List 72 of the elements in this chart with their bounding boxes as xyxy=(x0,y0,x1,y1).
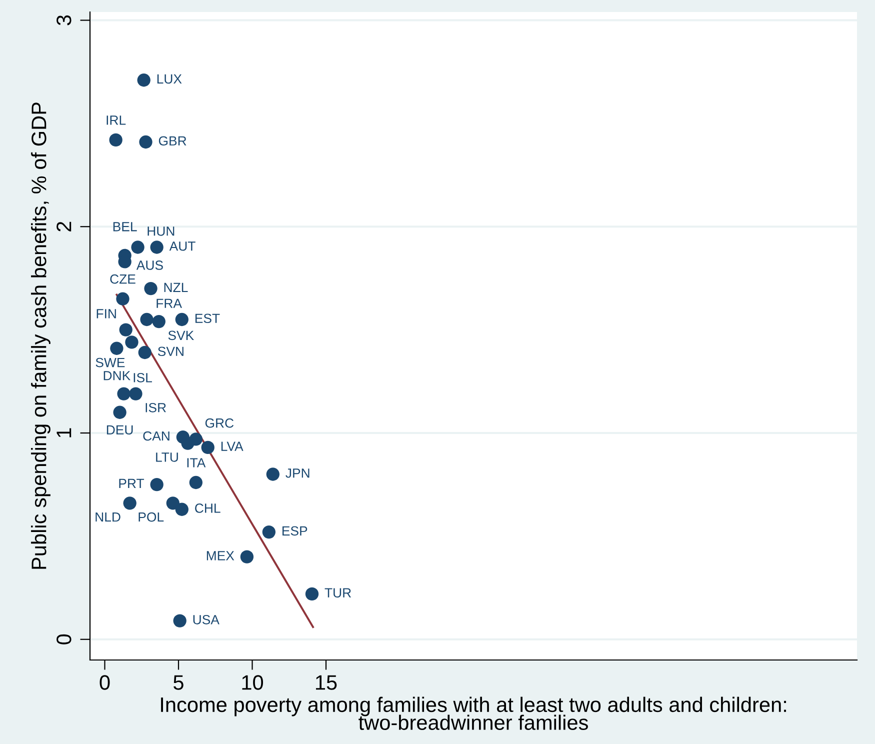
y-tick-label: 2 xyxy=(56,222,72,232)
data-label: MEX xyxy=(206,551,234,560)
data-label: FIN xyxy=(96,309,116,318)
data-label: LUX xyxy=(157,74,182,84)
point xyxy=(262,525,276,539)
point xyxy=(175,502,188,516)
point xyxy=(305,587,319,601)
data-label: SVK xyxy=(168,330,194,340)
point xyxy=(166,496,180,510)
data-label: JPN xyxy=(286,468,310,478)
y-axis-title: Public spending on family cash benefits, % of GDP xyxy=(31,102,50,569)
point xyxy=(131,240,144,254)
point xyxy=(266,468,280,481)
data-label: SVN xyxy=(158,346,184,356)
point xyxy=(110,342,124,355)
point xyxy=(139,135,152,149)
x-tick-label: 10 xyxy=(242,675,264,690)
y-tick-label: 0 xyxy=(56,634,72,644)
y-tick-label: 3 xyxy=(56,15,72,26)
point xyxy=(173,614,186,628)
data-label: ISR xyxy=(146,402,166,412)
point xyxy=(117,387,130,400)
data-label: LVA xyxy=(221,442,244,451)
data-label: LTU xyxy=(156,452,178,462)
data-label: USA xyxy=(193,614,220,624)
data-label: ISL xyxy=(134,372,152,382)
point xyxy=(140,312,154,326)
y-tick-label: 1 xyxy=(56,428,72,438)
x-axis-title: Income poverty among families with at least two adults and children: two-breadwinner families xyxy=(161,696,786,730)
point xyxy=(125,336,138,349)
point xyxy=(150,478,164,492)
data-label: GBR xyxy=(158,136,186,146)
point xyxy=(240,550,254,564)
point xyxy=(175,312,188,326)
data-label: AUS xyxy=(136,260,163,270)
data-label: BEL xyxy=(113,222,137,232)
point xyxy=(150,240,164,254)
point xyxy=(109,133,122,147)
point xyxy=(138,346,152,360)
point xyxy=(137,74,150,87)
data-label: GRC xyxy=(205,418,234,428)
data-label: DEU xyxy=(106,425,133,435)
data-label: IRL xyxy=(106,116,126,125)
point xyxy=(129,387,142,400)
data-label: DNK xyxy=(104,371,130,380)
data-label: HUN xyxy=(148,226,174,236)
point xyxy=(201,440,214,454)
point xyxy=(181,436,194,450)
data-label: CHL xyxy=(195,504,220,513)
data-label: AUT xyxy=(169,242,196,251)
data-label: EST xyxy=(195,314,220,324)
data-label: CAN xyxy=(143,431,170,441)
x-tick-label: 0 xyxy=(100,675,110,690)
data-label: ITA xyxy=(187,458,206,468)
point xyxy=(113,406,126,419)
data-label: FRA xyxy=(156,298,182,308)
data-label: PRT xyxy=(119,478,144,488)
x-tick-label: 15 xyxy=(316,675,337,690)
point xyxy=(189,476,202,490)
data-label: NZL xyxy=(164,282,188,292)
data-label: SWE xyxy=(96,358,125,368)
data-label: CZE xyxy=(110,274,136,284)
data-label: POL xyxy=(138,512,164,522)
data-label: ESP xyxy=(282,526,308,536)
point xyxy=(144,282,158,296)
x-tick-label: 5 xyxy=(174,675,184,690)
point xyxy=(123,496,136,510)
point xyxy=(152,314,166,328)
data-label: TUR xyxy=(324,588,351,598)
point xyxy=(116,292,130,306)
data-label: NLD xyxy=(96,512,120,522)
point xyxy=(119,323,132,336)
